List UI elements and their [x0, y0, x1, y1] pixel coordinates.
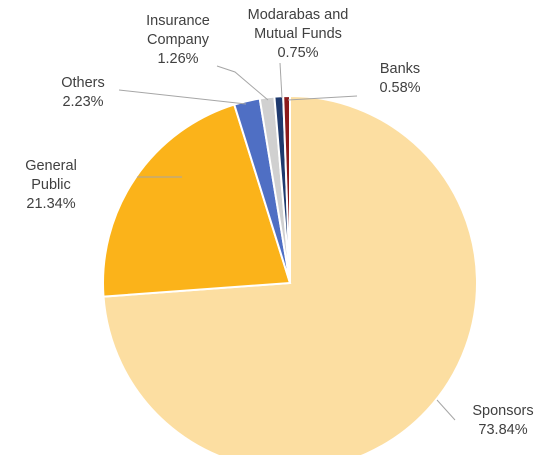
- pie-slice-general-public: [102, 103, 292, 298]
- slice-name-label: Company: [147, 32, 210, 48]
- slice-name-label: Public: [31, 177, 71, 193]
- slice-label-modarabas-and-mutual-funds: Modarabas and Mutual Funds 0.75%: [248, 7, 349, 61]
- slice-name-label: Mutual Funds: [254, 26, 342, 42]
- slice-label-general-public: General Public 21.34%: [25, 158, 77, 212]
- slice-label-banks: Banks 0.58%: [379, 61, 420, 96]
- slice-value-label: 1.26%: [157, 51, 198, 67]
- slice-labels: Sponsors 73.84% General Public 21.34% Others 2…: [25, 7, 533, 438]
- slice-value-label: 21.34%: [26, 196, 75, 212]
- pie-slices: [102, 94, 479, 460]
- leader-line-modarabas-and-mutual-funds: [279, 62, 283, 99]
- leader-line-others: [118, 89, 247, 105]
- slice-name-label: Others: [61, 75, 105, 91]
- slice-label-insurance-company: Insurance Company 1.26%: [146, 13, 210, 67]
- slice-value-label: 73.84%: [478, 422, 527, 438]
- pie-slice-banks: [282, 94, 291, 284]
- slice-value-label: 0.58%: [379, 80, 420, 96]
- slice-name-label: Modarabas and: [248, 7, 349, 23]
- leader-line-banks: [287, 95, 358, 101]
- slice-label-sponsors: Sponsors 73.84%: [472, 403, 533, 438]
- slice-value-label: 2.23%: [62, 94, 103, 110]
- slice-label-others: Others 2.23%: [61, 75, 105, 110]
- leader-line-insurance-company: [216, 65, 269, 101]
- slice-name-label: General: [25, 158, 77, 174]
- slice-value-label: 0.75%: [277, 45, 318, 61]
- slice-name-label: Banks: [380, 61, 420, 77]
- leader-line-sponsors: [436, 399, 456, 421]
- leader-lines: [118, 62, 456, 421]
- slice-name-label: Sponsors: [472, 403, 533, 419]
- slice-name-label: Insurance: [146, 13, 210, 29]
